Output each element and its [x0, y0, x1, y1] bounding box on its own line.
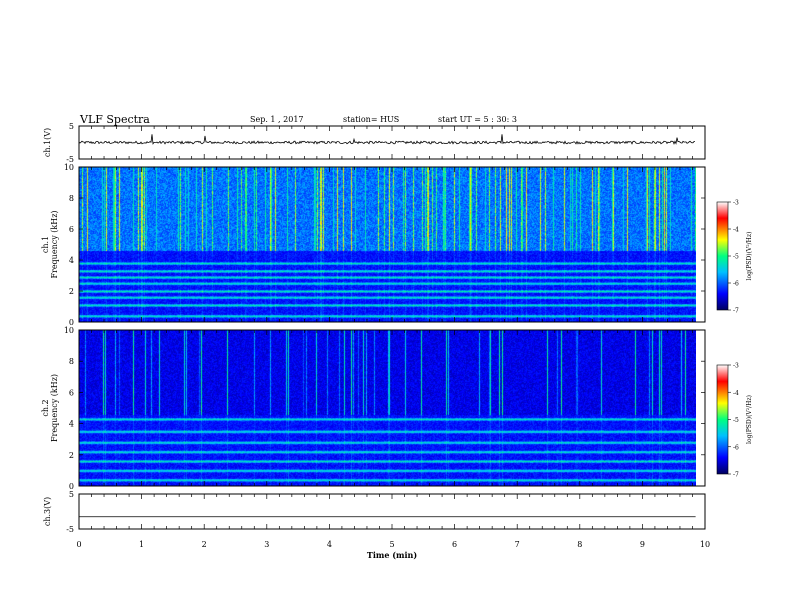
y-tick-label: 6: [69, 388, 74, 397]
x-tick-label: 1: [139, 540, 144, 549]
y-tick-label: 5: [69, 122, 74, 131]
x-tick-label: 6: [452, 540, 457, 549]
y-tick-label: 2: [69, 287, 74, 296]
waveform-ch1: [78, 134, 696, 145]
panel-ticks-0: [78, 126, 706, 159]
y-axis-label: ch.1: [41, 236, 50, 253]
axes-layer: [78, 125, 731, 530]
panel-ticks-2: [78, 330, 706, 486]
spectrogram-layer: [79, 167, 696, 486]
x-tick-label: 8: [577, 540, 582, 549]
colorbar-tick-label: -6: [733, 444, 739, 451]
x-tick-label: 5: [389, 540, 394, 549]
x-tick-label: 4: [327, 540, 332, 549]
y-axis-label: ch.2: [41, 399, 50, 416]
chart-title: VLF Spectra: [80, 113, 150, 126]
y-axis-label: Frequency (kHz): [50, 210, 59, 278]
y-axis-label: Frequency (kHz): [50, 374, 59, 442]
panel-ticks-3: [78, 494, 706, 529]
spectrogram-ch2: [79, 330, 696, 486]
y-tick-label: 2: [69, 451, 74, 460]
y-tick-label: -5: [66, 525, 74, 534]
waveform-layer: [78, 134, 696, 518]
colorbar-tick-label: -3: [733, 200, 739, 207]
colorbar-label: log(PSD)(V²/Hz): [746, 395, 753, 444]
y-tick-label: 0: [69, 318, 74, 327]
y-tick-label: 8: [69, 357, 74, 366]
date-label: Sep. 1 , 2017: [250, 115, 304, 124]
colorbar-tick-label: -3: [733, 363, 739, 370]
x-axis-label: Time (min): [367, 550, 417, 560]
colorbar-tick-label: -7: [733, 472, 739, 479]
panel-ticks-1: [78, 167, 706, 322]
x-tick-label: 2: [202, 540, 207, 549]
y-tick-label: -5: [66, 155, 74, 164]
station-label: station= HUS: [343, 115, 400, 124]
x-tick-label: 9: [640, 540, 645, 549]
spectrogram-ch1: [79, 167, 696, 322]
colorbar-tick-label: -4: [733, 227, 739, 234]
colorbar-label: log(PSD)(V²/Hz): [746, 232, 753, 281]
colorbar-tick-label: -5: [733, 254, 739, 261]
start-time-label: start UT = 5 : 30: 3: [438, 115, 517, 124]
y-tick-label: 5: [69, 490, 74, 499]
y-tick-label: 10: [64, 163, 74, 172]
y-tick-label: 8: [69, 194, 74, 203]
colorbar-tick-label: -5: [733, 417, 739, 424]
x-tick-label: 10: [700, 540, 710, 549]
y-tick-label: 10: [64, 326, 74, 335]
y-tick-label: 4: [69, 420, 74, 429]
y-axis-label: ch.3(V): [43, 497, 52, 526]
y-axis-label: ch.1(V): [43, 128, 52, 157]
y-tick-label: 6: [69, 225, 74, 234]
panel-frame-3: [78, 493, 706, 530]
colorbar-tick-label: -4: [733, 390, 739, 397]
x-tick-label: 7: [515, 540, 520, 549]
x-tick-label: 3: [264, 540, 269, 549]
y-tick-label: 4: [69, 256, 74, 265]
y-tick-label: 0: [69, 482, 74, 491]
colorbar-tick-label: -7: [733, 308, 739, 315]
colorbar: [716, 201, 729, 311]
colorbar-tick-label: -6: [733, 281, 739, 288]
colorbar: [716, 364, 729, 475]
x-tick-label: 0: [76, 540, 81, 549]
